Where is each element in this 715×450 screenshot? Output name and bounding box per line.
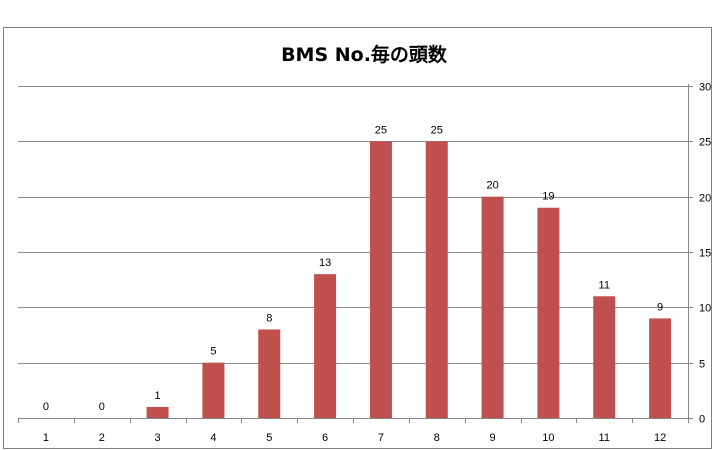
bar: [369, 141, 392, 419]
bar: [481, 196, 504, 418]
data-label: 13: [319, 257, 331, 269]
x-tick-label: 9: [490, 432, 496, 444]
bar: [537, 207, 560, 418]
x-tick-label: 7: [378, 432, 384, 444]
axes: [18, 84, 693, 423]
data-label: 19: [542, 191, 554, 203]
data-label: 5: [210, 346, 216, 358]
y-tick-label: 5: [699, 359, 705, 371]
data-label: 20: [486, 180, 498, 192]
x-tick-label: 1: [43, 432, 49, 444]
bars: [146, 141, 672, 419]
y-tick-label: 0: [699, 414, 705, 426]
y-tick-label: 20: [699, 193, 711, 205]
x-tick-label: 6: [322, 432, 328, 444]
x-tick-label: 3: [155, 432, 161, 444]
data-label: 8: [266, 312, 272, 324]
data-label: 11: [599, 279, 610, 291]
y-tick-label: 25: [699, 137, 711, 149]
y-tick-label: 15: [699, 248, 711, 260]
x-tick-label: 8: [434, 432, 440, 444]
bar: [314, 274, 337, 418]
data-label: 0: [99, 401, 105, 413]
chart-title: BMS No.毎の頭数: [281, 43, 448, 66]
x-tick-label: 10: [542, 432, 554, 444]
x-tick-labels: 1 2 3 4 5 6 7 8 9 10 11 12: [43, 432, 666, 444]
bar: [202, 362, 225, 418]
y-tick-label: 30: [699, 82, 711, 94]
x-tick-label: 11: [599, 432, 610, 444]
data-label: 25: [375, 124, 387, 136]
bar: [258, 329, 281, 418]
gridlines: [18, 86, 688, 364]
x-tick-label: 12: [654, 432, 666, 444]
x-tick-label: 5: [266, 432, 272, 444]
x-tick-label: 4: [210, 432, 216, 444]
data-label: 0: [43, 401, 49, 413]
y-tick-label: 10: [699, 303, 711, 315]
bar: [593, 296, 616, 418]
bar: [425, 141, 448, 419]
data-label: 9: [657, 301, 663, 313]
data-label: 1: [155, 390, 161, 402]
y-tick-labels: 0 5 10 15 20 25 30: [699, 82, 711, 426]
bar: [146, 406, 169, 418]
data-labels: 0 0 1 5 8 13 25 25 20 19 11 9: [43, 124, 663, 413]
data-label: 25: [431, 124, 443, 136]
x-tick-label: 2: [99, 432, 105, 444]
bar: [649, 318, 672, 418]
